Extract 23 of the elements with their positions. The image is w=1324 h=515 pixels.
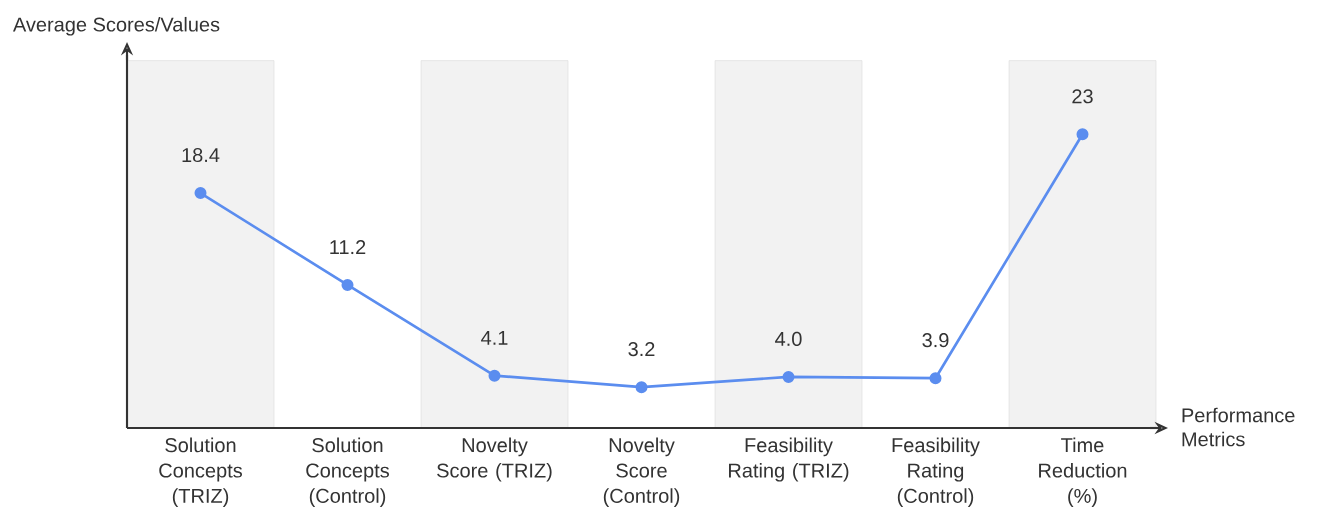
x-tick-label: Solution Concepts (Control): [306, 437, 389, 507]
x-tick-label: Time Reduction (%): [1039, 437, 1127, 507]
point: [782, 370, 795, 383]
data-label: 4.1: [481, 330, 508, 345]
data-label: 18.4: [182, 147, 220, 163]
x-axis-title: Performance Metrics: [1182, 407, 1295, 447]
data-label: 11.2: [330, 240, 366, 255]
point: [194, 187, 207, 200]
x-tick-label: Solution Concepts (TRIZ): [159, 437, 242, 507]
data-label: 3.9: [922, 333, 949, 348]
x-tick-label: Novelty Score (TRIZ): [437, 437, 552, 482]
data-label: 4.0: [775, 331, 802, 346]
point: [635, 381, 648, 394]
y-axis-title: Average Scores/Values: [12, 16, 220, 36]
x-tick-label: Feasibility Rating (TRIZ): [729, 437, 849, 482]
data-label: 3.2: [628, 342, 655, 357]
data-label: 23: [1072, 89, 1093, 104]
point: [1076, 128, 1089, 141]
point: [929, 372, 942, 385]
point: [341, 278, 354, 291]
point: [488, 369, 501, 382]
x-tick-label: Feasibility Rating (Control): [892, 437, 980, 507]
x-tick-label: Novelty Score (Control): [603, 437, 680, 507]
